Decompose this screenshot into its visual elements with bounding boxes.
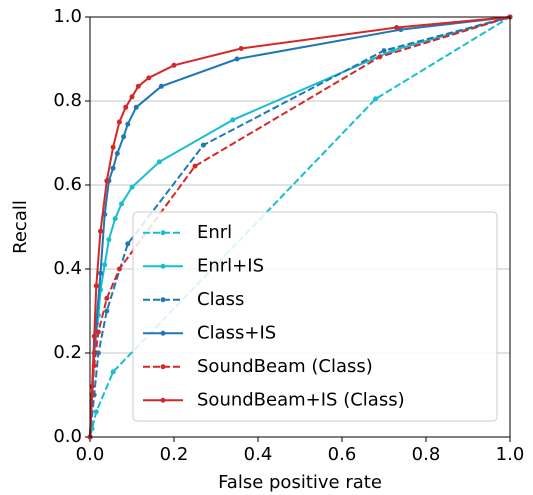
data-point xyxy=(146,75,152,81)
legend-marker xyxy=(160,263,166,269)
data-point xyxy=(110,369,116,375)
legend-label: SoundBeam (Class) xyxy=(197,356,373,377)
data-point xyxy=(95,350,101,356)
x-tick-label: 0.2 xyxy=(160,444,189,465)
data-point xyxy=(129,184,135,190)
data-point xyxy=(116,266,122,272)
data-point xyxy=(106,237,112,243)
data-point xyxy=(114,151,120,156)
data-point xyxy=(112,216,118,222)
data-point xyxy=(93,283,99,289)
data-point xyxy=(91,333,97,339)
legend-marker xyxy=(160,397,166,403)
data-point xyxy=(158,83,164,89)
y-axis-label: Recall xyxy=(10,200,31,254)
y-tick-label: 0.2 xyxy=(53,342,82,363)
data-point xyxy=(381,48,387,54)
data-point xyxy=(373,96,379,102)
y-tick-label: 0.6 xyxy=(53,174,82,195)
legend-marker xyxy=(160,330,166,336)
data-point xyxy=(110,144,116,150)
data-point xyxy=(102,262,108,268)
data-point xyxy=(133,104,139,110)
data-point xyxy=(123,104,129,110)
legend-label: SoundBeam+IS (Class) xyxy=(197,389,405,410)
data-point xyxy=(104,308,110,314)
plot-frame xyxy=(89,16,511,438)
data-point xyxy=(95,329,101,335)
y-tick-label: 0.8 xyxy=(53,90,82,111)
series-line xyxy=(89,16,511,438)
legend-label: Class xyxy=(197,289,244,310)
data-point xyxy=(377,54,383,60)
data-point xyxy=(125,121,131,127)
legend-label: Enrl+IS xyxy=(197,255,264,276)
y-tick-label: 0.4 xyxy=(53,258,82,279)
x-tick-label: 0.8 xyxy=(412,444,441,465)
y-tick-label: 1.0 xyxy=(53,6,82,27)
data-point xyxy=(116,119,122,125)
x-axis-label: False positive rate xyxy=(218,472,382,493)
data-point xyxy=(192,163,198,169)
x-tick-label: 0.0 xyxy=(76,444,105,465)
data-point xyxy=(394,25,400,30)
y-tick-label: 0.0 xyxy=(53,426,82,447)
data-point xyxy=(398,27,404,33)
data-point xyxy=(238,46,244,51)
data-point xyxy=(104,178,110,184)
legend-label: Class+IS xyxy=(197,322,276,343)
data-point xyxy=(110,165,116,171)
data-point xyxy=(230,117,236,123)
legend-marker xyxy=(160,364,166,370)
data-point xyxy=(200,142,206,148)
data-point xyxy=(125,241,131,247)
data-point xyxy=(93,409,99,415)
legend-box xyxy=(132,211,498,422)
x-tick-label: 0.6 xyxy=(328,444,357,465)
x-tick-label: 0.4 xyxy=(244,444,273,465)
data-point xyxy=(98,228,103,234)
data-point xyxy=(129,94,135,100)
data-point xyxy=(121,134,127,140)
data-point xyxy=(89,384,95,390)
legend-label: Enrl xyxy=(197,222,232,243)
data-point xyxy=(234,56,240,62)
data-point xyxy=(171,62,177,68)
data-point xyxy=(98,270,103,276)
legend-marker xyxy=(160,230,166,236)
data-point xyxy=(104,295,110,301)
data-point xyxy=(119,201,124,207)
series-line xyxy=(89,16,511,438)
data-point xyxy=(156,159,162,165)
legend-marker xyxy=(160,297,166,303)
x-tick-label: 1.0 xyxy=(496,444,525,465)
series-line xyxy=(89,16,511,438)
data-point xyxy=(135,83,141,89)
